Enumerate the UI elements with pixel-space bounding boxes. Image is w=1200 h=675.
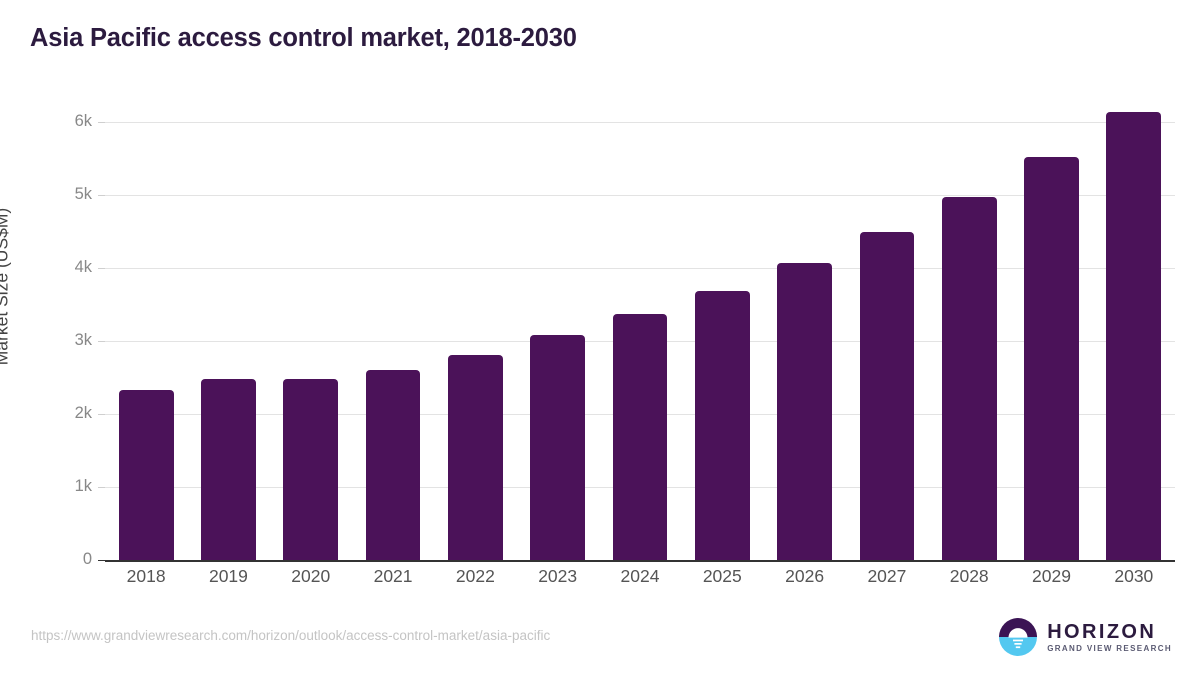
bar[interactable] xyxy=(365,370,421,560)
x-tick-label: 2028 xyxy=(949,566,989,586)
bar[interactable] xyxy=(694,291,750,560)
horizon-logo: HORIZON GRAND VIEW RESEARCH xyxy=(998,617,1172,657)
x-tick-label: 2024 xyxy=(620,566,660,586)
x-tick-label: 2018 xyxy=(126,566,166,586)
x-tick-label: 2021 xyxy=(373,566,413,586)
y-tick-mark xyxy=(98,560,105,561)
x-tick-label: 2030 xyxy=(1114,566,1154,586)
source-url[interactable]: https://www.grandviewresearch.com/horizo… xyxy=(31,628,551,643)
y-tick-label: 3k xyxy=(74,331,92,349)
y-tick-mark xyxy=(98,122,105,123)
y-tick-mark xyxy=(98,414,105,415)
plot-area xyxy=(105,111,1175,560)
bar[interactable] xyxy=(941,197,997,560)
horizon-logo-icon xyxy=(999,618,1038,656)
y-tick-label: 1k xyxy=(74,477,92,495)
y-tick-mark xyxy=(98,195,105,196)
gridline xyxy=(105,195,1175,196)
bar[interactable] xyxy=(283,378,339,560)
bar[interactable] xyxy=(612,314,668,560)
bar[interactable] xyxy=(777,262,832,560)
x-tick-label: 2019 xyxy=(208,566,248,586)
x-tick-label: 2027 xyxy=(867,566,907,586)
x-tick-label: 2020 xyxy=(291,566,331,586)
gridline xyxy=(105,268,1175,269)
y-tick-label: 0 xyxy=(82,550,92,568)
gridline xyxy=(105,122,1175,123)
x-tick-label: 2029 xyxy=(1032,566,1071,586)
x-tick-label: 2025 xyxy=(702,566,742,586)
x-tick-label: 2023 xyxy=(538,566,578,586)
bar[interactable] xyxy=(1106,111,1162,560)
bar[interactable] xyxy=(1024,157,1079,560)
y-tick-mark xyxy=(98,268,105,269)
logo-tagline: GRAND VIEW RESEARCH xyxy=(1047,643,1172,653)
bar[interactable] xyxy=(530,335,586,560)
x-tick-label: 2026 xyxy=(785,566,825,586)
bar[interactable] xyxy=(118,389,174,560)
page-title: Asia Pacific access control market, 2018… xyxy=(30,24,577,52)
logo-wordmark: HORIZON xyxy=(1047,620,1157,643)
y-tick-label: 4k xyxy=(74,258,92,276)
y-tick-label: 2k xyxy=(74,404,92,422)
y-tick-mark xyxy=(98,487,105,488)
y-tick-label: 6k xyxy=(74,112,92,130)
bar[interactable] xyxy=(448,354,503,560)
x-axis-line xyxy=(105,560,1175,562)
bar[interactable] xyxy=(859,232,915,560)
x-tick-label: 2022 xyxy=(455,566,495,586)
horizon-logo-text: HORIZON GRAND VIEW RESEARCH xyxy=(1047,622,1172,653)
y-tick-label: 5k xyxy=(74,185,92,203)
bar[interactable] xyxy=(201,378,256,560)
y-tick-mark xyxy=(98,341,105,342)
y-axis-title: Market Size (US$M) xyxy=(0,207,12,366)
